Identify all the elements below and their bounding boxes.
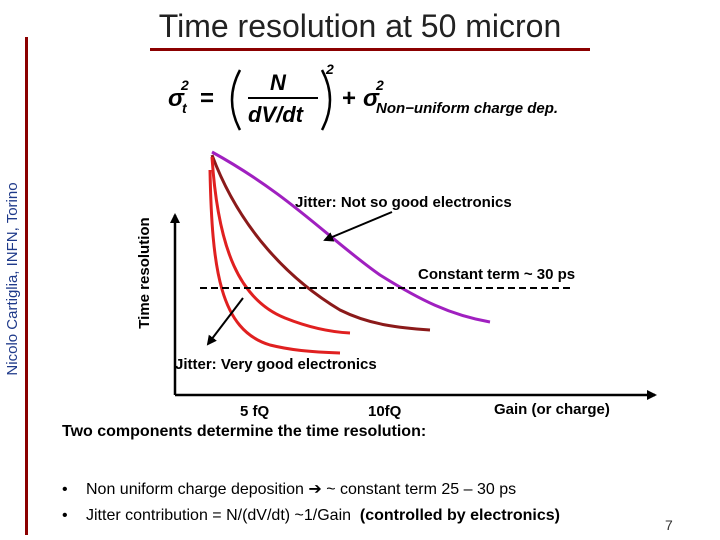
constant-term-label: Constant term ~ 30 ps xyxy=(418,266,576,283)
formula-equals: = xyxy=(200,85,214,112)
bullet-1-post: ~ constant term 25 – 30 ps xyxy=(321,481,517,498)
curve-jitter-good-low xyxy=(208,169,341,355)
tick-5fq: 5 fQ xyxy=(240,403,270,420)
bullet-mark: • xyxy=(62,481,68,498)
arrow-icon: ➔ xyxy=(308,479,322,498)
arrow-jitter-good xyxy=(206,297,244,346)
formula-sup-2: 2 xyxy=(180,77,189,93)
bullet-2-pre: Jitter contribution = N/(dV/dt) ~1/Gain xyxy=(86,507,360,524)
formula-sup-2-b: 2 xyxy=(375,77,384,93)
formula-sub-nonuniform: Non−uniform charge dep. xyxy=(376,100,558,117)
formula-sigma-t: σ xyxy=(168,85,185,112)
tick-10fq: 10fQ xyxy=(368,403,402,420)
formula-plus: + xyxy=(342,85,356,112)
x-axis-label: Gain (or charge) xyxy=(494,401,610,418)
bullet-mark: • xyxy=(62,507,68,524)
formula-numerator: N xyxy=(270,70,287,95)
page-number: 7 xyxy=(665,517,673,533)
jitter-good-label: Jitter: Very good electronics xyxy=(175,356,377,373)
formula-denominator: dV/dt xyxy=(248,102,305,127)
curve-jitter-bad xyxy=(211,150,491,324)
bullet-1-pre: Non uniform charge deposition xyxy=(86,481,309,498)
curve-middle xyxy=(210,154,431,332)
summary-heading: Two components determine the time resolu… xyxy=(62,423,427,440)
bullet-nonuniform: • Non uniform charge deposition ➔ ~ const… xyxy=(62,479,516,499)
jitter-bad-label: Jitter: Not so good electronics xyxy=(295,194,512,211)
bullet-2-bold: (controlled by electronics) xyxy=(359,507,560,524)
formula-right-paren xyxy=(320,69,332,131)
formula-left-paren xyxy=(230,69,242,131)
time-resolution-formula: σ 2 t = N dV/dt 2 + σ 2 Non−uniform char… xyxy=(168,61,558,131)
formula-sigma-nu: σ xyxy=(363,85,380,112)
formula-sub-t: t xyxy=(182,100,188,116)
formula-outer-sup-2: 2 xyxy=(325,61,334,77)
arrow-jitter-bad xyxy=(323,211,393,242)
side-accent-bar xyxy=(25,37,28,535)
title-underline xyxy=(150,48,590,51)
bullet-jitter: • Jitter contribution = N/(dV/dt) ~1/Gain… xyxy=(62,507,560,525)
curve-jitter-good xyxy=(210,156,351,335)
slide-title: Time resolution at 50 micron xyxy=(158,8,562,44)
